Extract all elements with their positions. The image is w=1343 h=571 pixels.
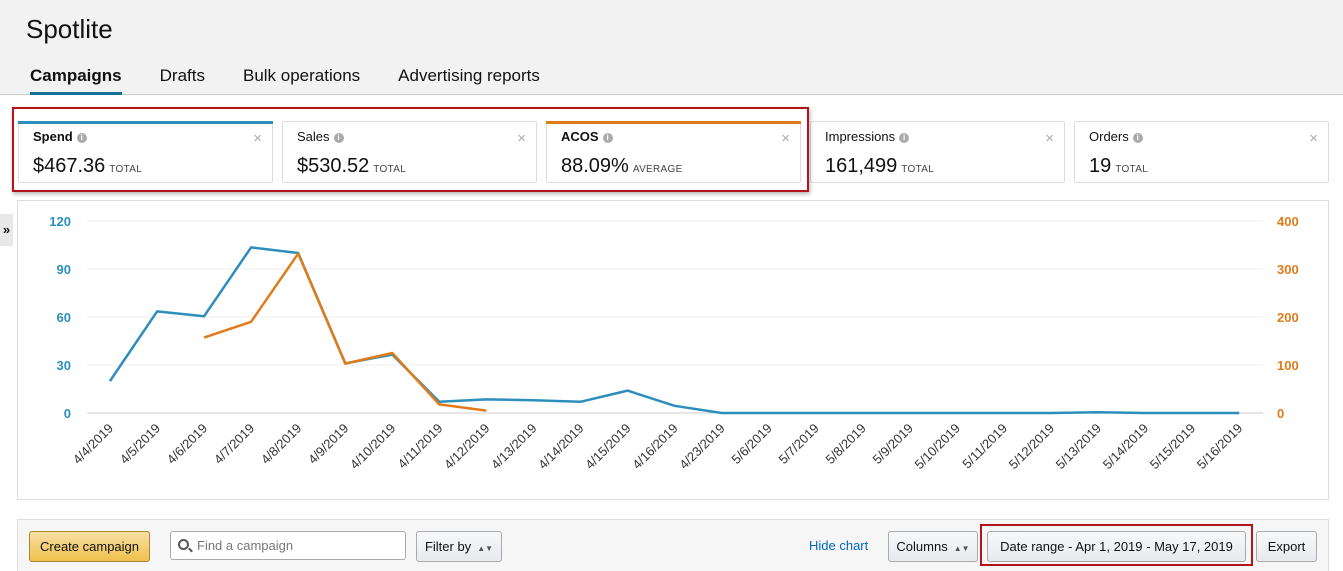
series-line-spend (108, 246, 1240, 415)
metric-unit: AVERAGE (632, 164, 683, 175)
info-icon[interactable]: i (1132, 133, 1143, 143)
highlight-box-date-range (980, 524, 1253, 566)
metric-value: $530.52 (297, 155, 370, 177)
filter-by-label: Filter by (424, 539, 472, 554)
x-tick-label: 5/14/2019 (1100, 421, 1152, 473)
metric-card-sales[interactable]: Sales i × $530.52 TOTAL (282, 121, 537, 183)
x-tick-label: 4/13/2019 (488, 421, 540, 473)
hide-chart-link[interactable]: Hide chart (809, 538, 869, 553)
x-tick-label: 5/9/2019 (870, 421, 916, 467)
metric-color-bar (18, 121, 273, 124)
x-tick-label: 4/15/2019 (582, 421, 634, 473)
x-tick-label: 4/8/2019 (258, 421, 304, 467)
info-icon[interactable]: i (76, 133, 87, 143)
x-tick-label: 5/11/2019 (959, 421, 1010, 472)
metric-label: Sales (297, 129, 330, 144)
x-tick-label: 4/11/2019 (395, 421, 446, 472)
app-title: Spotlite (26, 14, 113, 44)
x-tick-label: 5/12/2019 (1006, 421, 1058, 473)
x-tick-label: 4/6/2019 (164, 421, 210, 467)
close-icon[interactable]: × (253, 130, 262, 147)
x-tick-label: 4/12/2019 (441, 421, 493, 473)
info-icon[interactable]: i (333, 133, 344, 143)
y-left-tick-label: 120 (49, 214, 71, 229)
metric-unit: TOTAL (901, 164, 935, 175)
search-placeholder: Find a campaign (197, 538, 294, 553)
close-icon[interactable]: × (517, 130, 526, 147)
x-tick-label: 4/14/2019 (535, 421, 587, 473)
performance-chart: 0 30 60 90 120 0 100 200 300 400 4/4/2019 4/5/2019 4… (17, 200, 1329, 500)
close-icon[interactable]: × (1045, 130, 1054, 147)
x-tick-label: 5/7/2019 (775, 421, 821, 467)
metric-label: Orders (1089, 129, 1129, 144)
y-right-tick-label: 200 (1277, 310, 1299, 325)
x-tick-label: 4/9/2019 (305, 421, 351, 467)
tab-campaigns[interactable]: Campaigns (30, 66, 122, 95)
info-icon[interactable]: i (899, 133, 910, 143)
metric-value: $467.36 (33, 155, 106, 177)
sort-caret-icon: ▲▼ (477, 544, 494, 553)
highlight-box-metrics (12, 107, 809, 192)
export-button[interactable]: Export (1256, 531, 1317, 562)
metric-value: 19 (1089, 155, 1112, 177)
series-line-acos (203, 252, 487, 412)
x-tick-label: 4/4/2019 (70, 421, 116, 467)
x-tick-label: 4/5/2019 (117, 421, 163, 467)
x-tick-label: 5/15/2019 (1147, 421, 1199, 473)
sort-caret-icon: ▲▼ (953, 544, 970, 553)
date-range-button[interactable]: Date range - Apr 1, 2019 - May 17, 2019 (987, 531, 1246, 562)
search-icon (178, 539, 189, 550)
columns-label: Columns (896, 539, 948, 554)
search-input[interactable]: Find a campaign (170, 531, 406, 560)
y-right-tick-label: 0 (1277, 406, 1284, 421)
y-right-tick-label: 100 (1277, 358, 1299, 373)
metric-label: ACOS (561, 129, 599, 144)
close-icon[interactable]: × (781, 130, 790, 147)
create-campaign-button[interactable]: Create campaign (29, 531, 150, 562)
y-left-tick-label: 0 (64, 406, 71, 421)
x-tick-label: 5/16/2019 (1194, 421, 1246, 473)
tab-bulk-operations[interactable]: Bulk operations (242, 66, 361, 85)
y-right-tick-label: 400 (1277, 214, 1299, 229)
metric-card-orders[interactable]: Orders i × 19 TOTAL (1074, 121, 1329, 183)
y-right-tick-label: 300 (1277, 262, 1299, 277)
x-tick-label: 5/10/2019 (912, 421, 964, 473)
y-left-tick-label: 90 (57, 262, 71, 277)
tab-bar: Campaigns Drafts Bulk operations Adverti… (30, 66, 578, 95)
filter-by-button[interactable]: Filter by ▲▼ (416, 531, 502, 562)
metric-card-spend[interactable]: Spend i × $467.36 TOTAL (18, 121, 273, 183)
tab-drafts[interactable]: Drafts (159, 66, 205, 85)
metric-color-bar (546, 121, 801, 124)
metric-label: Spend (33, 129, 73, 144)
x-tick-label: 4/7/2019 (211, 421, 257, 467)
x-tick-label: 5/13/2019 (1053, 421, 1105, 473)
metric-unit: TOTAL (109, 164, 143, 175)
x-tick-label: 5/8/2019 (823, 421, 869, 467)
info-icon[interactable]: i (602, 133, 613, 143)
tab-advertising-reports[interactable]: Advertising reports (398, 66, 540, 85)
x-tick-label: 5/6/2019 (728, 421, 774, 467)
metric-label: Impressions (825, 129, 896, 144)
x-tick-label: 4/10/2019 (347, 421, 399, 473)
metric-value: 88.09% (561, 155, 629, 177)
metric-value: 161,499 (825, 155, 898, 177)
close-icon[interactable]: × (1309, 130, 1318, 147)
metric-unit: TOTAL (1115, 164, 1149, 175)
double-chevron-right-icon[interactable]: » (0, 214, 13, 246)
y-left-tick-label: 60 (57, 310, 71, 325)
metric-card-impressions[interactable]: Impressions i × 161,499 TOTAL (810, 121, 1065, 183)
header: Spotlite Campaigns Drafts Bulk operation… (0, 0, 1343, 95)
x-tick-label: 4/23/2019 (676, 421, 728, 473)
x-tick-label: 4/16/2019 (629, 421, 681, 473)
metric-card-acos[interactable]: ACOS i × 88.09% AVERAGE (546, 121, 801, 183)
y-left-tick-label: 30 (57, 358, 71, 373)
metric-unit: TOTAL (373, 164, 407, 175)
columns-button[interactable]: Columns ▲▼ (888, 531, 978, 562)
